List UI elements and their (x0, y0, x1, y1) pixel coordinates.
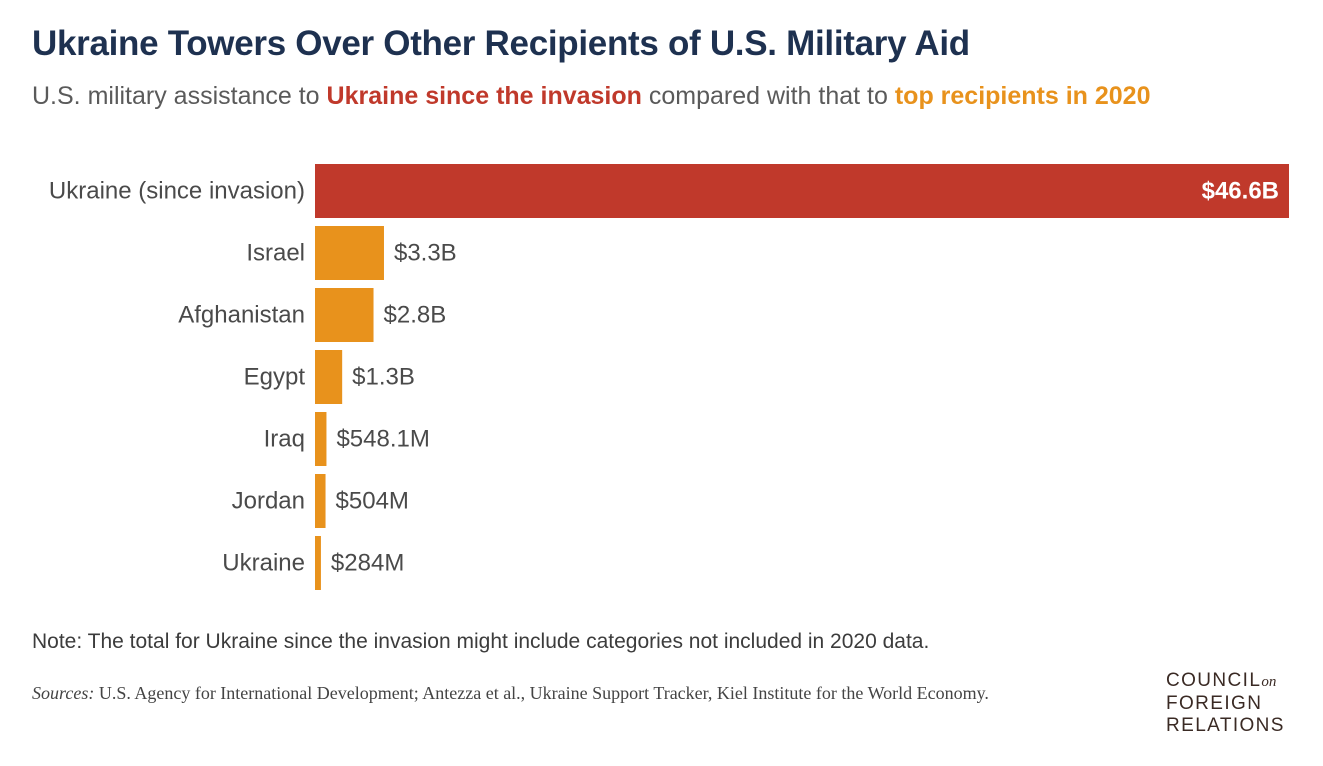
logo-line-council: COUNCIL (1166, 670, 1262, 691)
sources-label: Sources: (32, 683, 95, 703)
bar-5 (315, 474, 326, 528)
bar-1 (315, 226, 384, 280)
chart-note: Note: The total for Ukraine since the in… (32, 630, 930, 653)
logo-on: on (1261, 674, 1277, 690)
bar-3 (315, 350, 343, 404)
subtitle-text-2: compared with that to (641, 82, 895, 110)
value-label-6: $284M (331, 550, 404, 577)
category-label-0: Ukraine (since invasion) (49, 178, 305, 205)
sources-text: U.S. Agency for International Developmen… (94, 683, 989, 703)
bar-2 (315, 288, 374, 342)
chart-subtitle: U.S. military assistance to Ukraine sinc… (32, 82, 1150, 111)
value-label-4: $548.1M (336, 426, 429, 453)
bar-4 (315, 412, 327, 466)
cfr-logo: COUNCILon FOREIGN RELATIONS (1166, 670, 1285, 737)
chart-title: Ukraine Towers Over Other Recipients of … (32, 24, 970, 63)
chart-sources: Sources: U.S. Agency for International D… (32, 682, 1112, 704)
category-label-1: Israel (246, 240, 305, 267)
category-label-5: Jordan (232, 488, 305, 515)
logo-line-foreign: FOREIGN (1166, 693, 1263, 714)
value-label-0: $46.6B (1202, 178, 1279, 205)
subtitle-highlight-ukraine: Ukraine since the invasion (326, 82, 642, 110)
value-label-2: $2.8B (384, 302, 447, 329)
bar-0 (315, 164, 1289, 218)
subtitle-text-1: U.S. military assistance to (32, 82, 327, 110)
category-label-3: Egypt (244, 364, 306, 391)
value-label-5: $504M (336, 488, 409, 515)
logo-line-relations: RELATIONS (1166, 715, 1285, 736)
category-label-2: Afghanistan (178, 302, 305, 329)
category-label-4: Iraq (264, 426, 305, 453)
subtitle-highlight-2020: top recipients in 2020 (894, 82, 1151, 110)
value-label-3: $1.3B (352, 364, 415, 391)
value-label-1: $3.3B (394, 240, 457, 267)
category-label-6: Ukraine (222, 550, 305, 577)
bar-6 (315, 536, 321, 590)
